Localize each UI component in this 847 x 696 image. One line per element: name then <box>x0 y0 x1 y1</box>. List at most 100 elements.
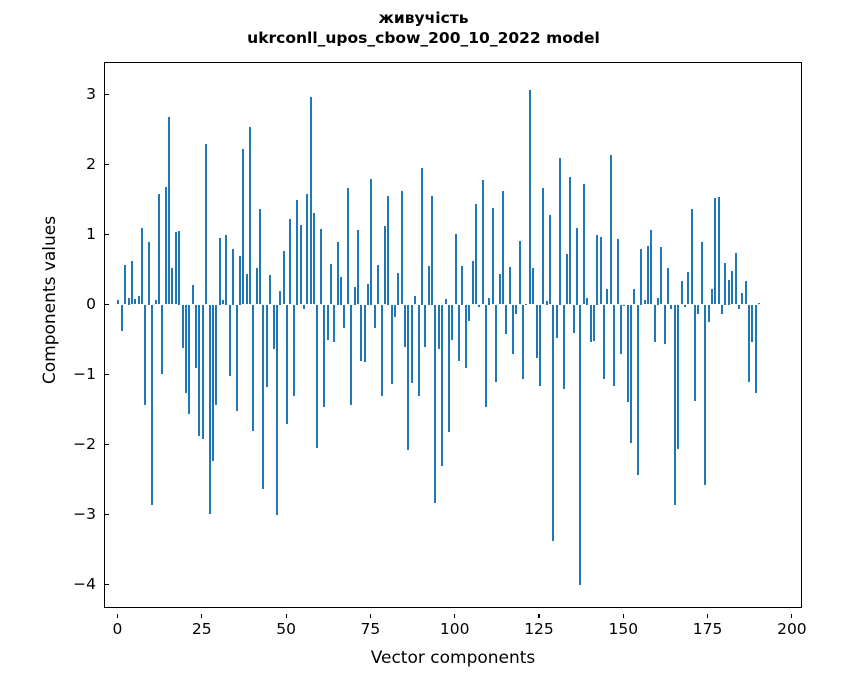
y-tick-label: −2 <box>73 434 96 453</box>
bar <box>120 304 123 332</box>
bar <box>603 304 606 380</box>
bar <box>731 270 734 305</box>
bar <box>707 304 710 322</box>
bar <box>286 304 289 424</box>
bar <box>211 304 214 462</box>
bar <box>633 289 636 305</box>
y-tick-mark <box>105 514 109 516</box>
bar <box>640 248 643 305</box>
x-tick-label: 0 <box>112 620 123 638</box>
bar <box>356 229 359 305</box>
bar <box>721 304 724 314</box>
bar <box>485 304 488 408</box>
bar <box>157 193 160 305</box>
bar <box>545 301 548 305</box>
bar <box>650 230 653 305</box>
bar <box>346 188 349 305</box>
bar <box>461 266 464 305</box>
bar <box>471 261 474 305</box>
bar <box>700 242 703 305</box>
bar <box>677 304 680 450</box>
bar <box>255 268 258 305</box>
x-tick-mark <box>369 614 371 618</box>
y-tick-label: 0 <box>86 294 96 313</box>
bar <box>292 304 295 396</box>
bar <box>599 237 602 305</box>
bar <box>522 304 525 380</box>
y-tick-label: 2 <box>86 154 96 173</box>
bar <box>454 233 457 305</box>
x-tick-label: 75 <box>360 620 381 638</box>
bar <box>168 116 171 305</box>
bar <box>741 293 744 305</box>
bar <box>431 196 434 305</box>
bar <box>164 186 167 305</box>
x-tick-mark <box>538 614 540 618</box>
bar <box>569 177 572 305</box>
bar <box>528 89 531 305</box>
bar <box>714 198 717 305</box>
bar <box>630 304 633 444</box>
bar <box>326 304 329 341</box>
bar <box>586 297 589 305</box>
bar <box>178 231 181 305</box>
bar <box>717 196 720 305</box>
bar <box>313 212 316 305</box>
bar <box>660 247 663 305</box>
x-axis-tick-marks <box>104 614 802 640</box>
bar <box>333 304 336 343</box>
bar <box>252 304 255 431</box>
bar <box>619 304 622 354</box>
bar <box>758 303 761 305</box>
chart-title: живучість ukrconll_upos_cbow_200_10_2022… <box>0 8 847 48</box>
bar <box>232 248 235 305</box>
bar <box>350 304 353 406</box>
bar <box>336 241 339 305</box>
bar <box>208 304 211 514</box>
bar <box>667 268 670 305</box>
bar <box>188 304 191 415</box>
bar <box>242 149 245 305</box>
bar <box>248 127 251 305</box>
bar <box>171 268 174 305</box>
bar <box>663 304 666 345</box>
y-tick-mark <box>105 234 109 236</box>
x-tick-mark <box>201 614 203 618</box>
bar <box>370 178 373 305</box>
bar <box>181 304 184 348</box>
bar <box>137 296 140 305</box>
bar <box>515 304 518 314</box>
bar <box>474 203 477 305</box>
bar <box>680 281 683 305</box>
bar <box>636 304 639 476</box>
bar <box>184 304 187 393</box>
bar <box>690 208 693 305</box>
bar <box>134 298 137 305</box>
bar <box>299 225 302 305</box>
bar <box>508 267 511 305</box>
bar <box>542 188 545 305</box>
bar <box>538 304 541 386</box>
bar <box>343 304 346 329</box>
y-tick-label: 1 <box>86 224 96 243</box>
bar <box>407 304 410 451</box>
bar <box>225 234 228 305</box>
bar-series <box>105 63 801 607</box>
bar <box>306 193 309 305</box>
bar <box>606 289 609 305</box>
bar <box>414 296 417 305</box>
chart-title-line-2: ukrconll_upos_cbow_200_10_2022 model <box>247 29 600 47</box>
bar <box>670 304 673 309</box>
x-tick-mark <box>707 614 709 618</box>
bar <box>704 304 707 486</box>
y-axis-tick-labels: 3 2 1 0 −1 −2 −3 −4 <box>48 62 96 608</box>
bar <box>687 271 690 305</box>
bar <box>468 304 471 322</box>
bar <box>653 304 656 342</box>
bar <box>748 304 751 382</box>
bar <box>130 261 133 305</box>
bar <box>340 276 343 305</box>
bar <box>518 240 521 305</box>
bar <box>734 252 737 305</box>
